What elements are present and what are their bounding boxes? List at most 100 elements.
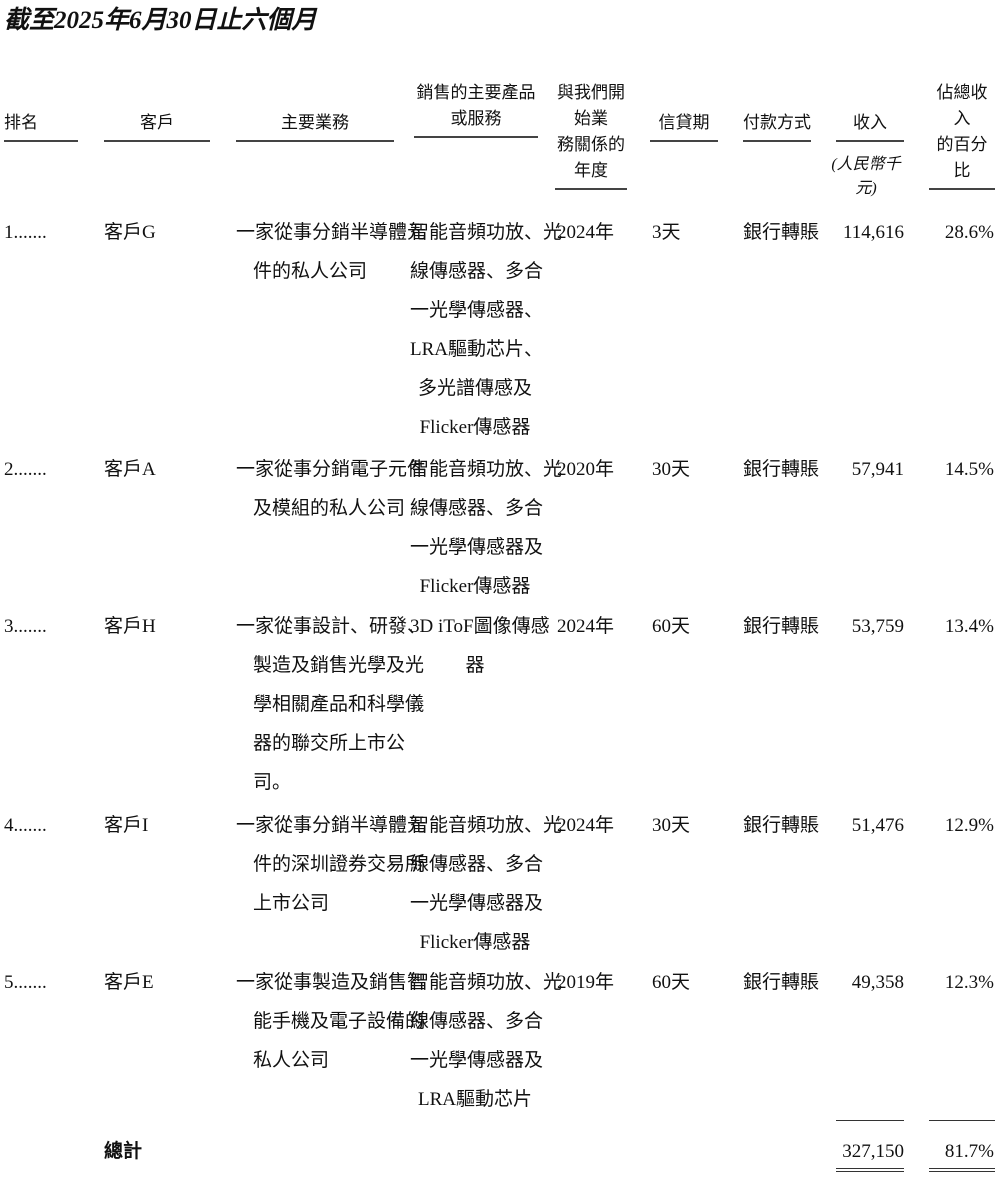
product-line: Flicker傳感器 — [419, 932, 531, 953]
revenue-percentage: 28.6% — [944, 222, 994, 243]
header-products: 銷售的主要產品或服務 — [414, 80, 538, 138]
product-line: LRA驅動芯片 — [417, 1089, 532, 1110]
product-line: 智能音頻功放、光 — [410, 815, 563, 836]
header-credit: 信貸期 — [650, 110, 718, 142]
products-services: 智能音頻功放、光 線傳感器、多合 一光學傳感器及 Flicker傳感器 — [410, 806, 563, 962]
header-products-line2: 或服務 — [414, 106, 538, 138]
total-double-rule-revenue — [836, 1168, 904, 1172]
business-line: 學相關產品和科學儀 — [253, 694, 425, 715]
customer-name: 客戶E — [104, 972, 154, 993]
business-line: 上市公司 — [253, 893, 330, 914]
business-line: 一家從事分銷半導體元 — [236, 222, 427, 243]
payment-method: 銀行轉賬 — [743, 815, 820, 836]
credit-period: 60天 — [652, 972, 691, 993]
business-line: 件的私人公司 — [253, 261, 368, 282]
product-line: Flicker傳感器 — [419, 576, 531, 597]
revenue-percentage: 12.9% — [944, 815, 994, 836]
product-line: 線傳感器、多合 — [410, 854, 544, 875]
total-rule-revenue — [836, 1120, 904, 1121]
revenue: 51,476 — [851, 815, 904, 836]
credit-period: 3天 — [652, 222, 681, 243]
header-business-label: 主要業務 — [236, 110, 394, 142]
product-line: Flicker傳感器 — [419, 417, 531, 438]
payment-method: 銀行轉賬 — [743, 459, 820, 480]
total-pct: 81.7% — [944, 1141, 994, 1162]
relationship-year: 2024年 — [557, 616, 615, 637]
business-description: 一家從事分銷半導體元件的私人公司 — [236, 213, 426, 291]
business-line: 及模組的私人公司 — [253, 498, 406, 519]
header-customer: 客戶 — [104, 110, 210, 142]
business-line: 私人公司 — [253, 1050, 330, 1071]
rank: 1....... — [4, 222, 47, 243]
header-year-line2: 務關係的年度 — [555, 132, 627, 190]
customer-name: 客戶A — [104, 459, 156, 480]
business-line: 能手機及電子設備的 — [253, 1011, 425, 1032]
product-line: 一光學傳感器及 — [410, 893, 544, 914]
relationship-year: 2024年 — [557, 815, 615, 836]
payment-method: 銀行轉賬 — [743, 222, 820, 243]
header-revenue: 收入 — [836, 110, 904, 142]
business-line: 一家從事製造及銷售智 — [236, 972, 427, 993]
total-label: 總計 — [104, 1141, 143, 1162]
header-customer-label: 客戶 — [104, 110, 210, 142]
product-line: 線傳感器、多合 — [410, 261, 544, 282]
product-line: 線傳感器、多合 — [410, 1011, 544, 1032]
products-services: 智能音頻功放、光 線傳感器、多合 一光學傳感器及 LRA驅動芯片 — [410, 963, 562, 1119]
header-payment-label: 付款方式 — [743, 110, 811, 142]
payment-method: 銀行轉賬 — [743, 972, 820, 993]
products-services: 3D iToF圖像傳感器 — [410, 607, 550, 685]
credit-period: 60天 — [652, 616, 691, 637]
products-services: 智能音頻功放、光 線傳感器、多合 一光學傳感器及 Flicker傳感器 — [410, 450, 563, 606]
credit-period: 30天 — [652, 459, 691, 480]
revenue-unit: (人民幣千元) — [831, 156, 901, 197]
header-pct-line1: 佔總收入 — [936, 83, 988, 129]
header-rank-label: 排名 — [4, 110, 78, 142]
header-products-line1: 銷售的主要產品 — [416, 83, 536, 103]
business-description: 一家從事分銷電子元件 及模組的私人公司 — [236, 450, 426, 528]
revenue: 57,941 — [851, 459, 904, 480]
product-line: LRA驅動芯片、 — [410, 339, 544, 360]
rank: 4....... — [4, 815, 47, 836]
business-line: 司。 — [253, 772, 292, 793]
header-pct-line2: 的百分比 — [929, 132, 995, 190]
product-line: 多光譜傳感及 — [417, 378, 532, 399]
total-revenue: 327,150 — [842, 1141, 904, 1162]
business-line: 器的聯交所上市公 — [253, 733, 406, 754]
customer-name: 客戶I — [104, 815, 149, 836]
header-credit-label: 信貸期 — [650, 110, 718, 142]
rank: 2....... — [4, 459, 47, 480]
business-line: 一家從事分銷半導體元 — [236, 815, 427, 836]
revenue-percentage: 12.3% — [944, 972, 994, 993]
product-line: 器 — [465, 655, 485, 676]
relationship-year: 2020年 — [557, 459, 615, 480]
product-line: 智能音頻功放、光 — [410, 222, 563, 243]
section-title: 截至2025年6月30日止六個月 — [4, 7, 317, 34]
header-revenue-label: 收入 — [836, 110, 904, 142]
rank: 5....... — [4, 972, 47, 993]
header-payment: 付款方式 — [743, 110, 811, 142]
business-description: 一家從事分銷半導體元件的深圳證券交易所 上市公司 — [236, 806, 426, 923]
rank: 3....... — [4, 616, 47, 637]
business-line: 製造及銷售光學及光 — [253, 655, 425, 676]
revenue-percentage: 13.4% — [944, 616, 994, 637]
product-line: 一光學傳感器及 — [410, 537, 544, 558]
payment-method: 銀行轉賬 — [743, 616, 820, 637]
business-description: 一家從事製造及銷售智能手機及電子設備的 私人公司 — [236, 963, 426, 1080]
customer-name: 客戶G — [104, 222, 156, 243]
relationship-year: 2019年 — [557, 972, 615, 993]
product-line: 一光學傳感器、 — [410, 300, 544, 321]
revenue: 53,759 — [851, 616, 904, 637]
header-year: 與我們開始業 務關係的年度 — [555, 80, 627, 190]
product-line: 線傳感器、多合 — [410, 498, 544, 519]
business-line: 一家從事設計、研發、 — [236, 616, 427, 637]
revenue: 114,616 — [842, 222, 904, 243]
business-description: 一家從事設計、研發、製造及銷售光學及光 學相關產品和科學儀 器的聯交所上市公 司。 — [236, 607, 426, 802]
header-business: 主要業務 — [236, 110, 394, 142]
header-year-line1: 與我們開始業 — [557, 83, 625, 129]
business-line: 件的深圳證券交易所 — [253, 854, 425, 875]
product-line: 智能音頻功放、光 — [410, 459, 563, 480]
product-line: 3D iToF圖像傳感 — [410, 616, 550, 637]
total-rule-pct — [929, 1120, 995, 1121]
revenue: 49,358 — [851, 972, 904, 993]
